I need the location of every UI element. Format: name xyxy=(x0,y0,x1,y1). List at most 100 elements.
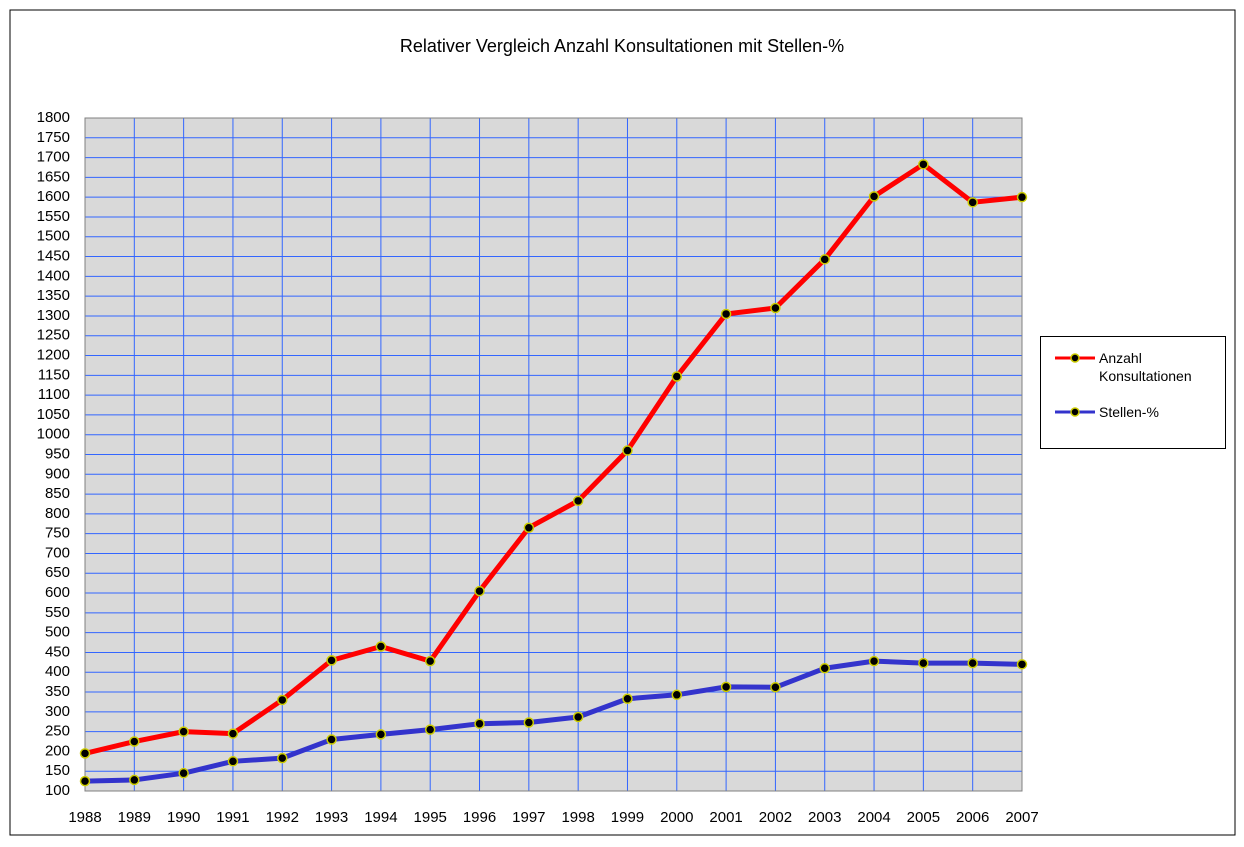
y-tick-label: 1000 xyxy=(37,426,70,443)
y-tick-label: 1300 xyxy=(37,307,70,324)
data-point xyxy=(474,585,485,597)
series-line xyxy=(84,161,1023,756)
data-point xyxy=(868,655,880,667)
data-point xyxy=(720,681,732,693)
x-tick-label: 1991 xyxy=(216,809,249,826)
x-tick-label: 1995 xyxy=(414,809,447,826)
data-point xyxy=(720,308,732,320)
data-point xyxy=(918,657,929,669)
legend-swatch xyxy=(1055,407,1095,417)
data-point xyxy=(178,767,189,779)
data-point xyxy=(572,711,584,723)
data-point xyxy=(277,752,288,764)
y-tick-label: 550 xyxy=(45,604,70,621)
y-tick-label: 100 xyxy=(45,782,70,799)
series-line xyxy=(84,658,1023,784)
data-point xyxy=(622,693,633,705)
data-point xyxy=(474,718,485,729)
data-point xyxy=(178,726,189,737)
y-tick-label: 1450 xyxy=(37,248,70,265)
legend-label: Anzahl Konsultationen xyxy=(1099,350,1192,384)
y-tick-label: 750 xyxy=(45,525,70,542)
y-tick-label: 650 xyxy=(45,564,70,581)
data-point xyxy=(770,302,781,314)
x-tick-label: 1998 xyxy=(561,809,594,826)
y-tick-label: 900 xyxy=(45,465,70,482)
data-point xyxy=(967,197,978,208)
y-tick-label: 1650 xyxy=(37,168,70,185)
data-point xyxy=(918,159,929,170)
data-point xyxy=(770,682,781,693)
data-point xyxy=(326,655,337,666)
legend-marker xyxy=(1070,407,1080,417)
y-tick-label: 350 xyxy=(45,683,70,700)
x-tick-label: 2002 xyxy=(759,809,792,826)
legend: Anzahl Konsultationen Stellen-% xyxy=(1040,336,1226,449)
legend-label: Stellen-% xyxy=(1099,404,1159,420)
x-tick-label: 2004 xyxy=(857,809,890,826)
data-point xyxy=(1016,659,1028,670)
x-tick-label: 1989 xyxy=(118,809,151,826)
data-point xyxy=(375,729,387,740)
legend-swatch xyxy=(1055,353,1095,363)
data-point xyxy=(523,717,535,728)
y-tick-label: 400 xyxy=(45,663,70,680)
x-tick-label: 1997 xyxy=(512,809,545,826)
legend-marker xyxy=(1070,353,1080,363)
y-tick-label: 150 xyxy=(45,762,70,779)
data-point xyxy=(967,657,978,669)
data-point xyxy=(572,495,584,507)
data-point xyxy=(79,775,91,787)
y-tick-label: 1700 xyxy=(37,149,70,166)
x-tick-label: 1990 xyxy=(167,809,200,826)
y-tick-label: 1050 xyxy=(37,406,70,423)
y-tick-label: 300 xyxy=(45,703,70,720)
data-point xyxy=(129,774,140,786)
data-point xyxy=(227,756,239,767)
plot-border xyxy=(84,117,1023,792)
x-tick-label: 2007 xyxy=(1005,809,1038,826)
chart-title: Relativer Vergleich Anzahl Konsultatione… xyxy=(400,36,844,56)
x-tick-label: 1993 xyxy=(315,809,348,826)
x-tick-label: 1988 xyxy=(68,809,101,826)
y-tick-label: 200 xyxy=(45,742,70,759)
y-tick-label: 1400 xyxy=(37,267,70,284)
data-point xyxy=(326,734,337,745)
x-tick-label: 2003 xyxy=(808,809,841,826)
data-point xyxy=(227,728,239,739)
data-point xyxy=(819,663,830,674)
y-tick-label: 450 xyxy=(45,643,70,660)
y-tick-label: 600 xyxy=(45,584,70,601)
y-tick-label: 250 xyxy=(45,723,70,740)
y-tick-label: 1100 xyxy=(38,386,70,403)
data-point xyxy=(79,748,91,759)
y-tick-label: 800 xyxy=(45,505,70,522)
data-point xyxy=(129,736,140,747)
x-tick-label: 1992 xyxy=(266,809,299,826)
data-point xyxy=(819,254,830,265)
x-tick-label: 1994 xyxy=(364,809,397,826)
data-point xyxy=(424,724,436,735)
y-tick-label: 700 xyxy=(45,544,70,561)
y-tick-label: 1150 xyxy=(38,366,70,383)
data-point xyxy=(375,641,387,652)
y-tick-label: 500 xyxy=(45,624,70,641)
y-tick-label: 1750 xyxy=(37,129,70,146)
y-tick-label: 1550 xyxy=(37,208,70,225)
x-tick-label: 2001 xyxy=(709,809,742,826)
x-tick-label: 2006 xyxy=(956,809,989,826)
y-tick-label: 1200 xyxy=(37,346,70,363)
y-tick-label: 950 xyxy=(45,445,70,462)
y-tick-label: 1350 xyxy=(37,287,70,304)
x-tick-label: 2005 xyxy=(907,809,940,826)
data-point xyxy=(424,655,436,667)
x-tick-label: 1999 xyxy=(611,809,644,826)
data-point xyxy=(671,371,683,382)
x-tick-label: 2000 xyxy=(660,809,693,826)
data-point xyxy=(523,522,535,533)
data-point xyxy=(277,694,288,706)
data-point xyxy=(622,445,633,456)
y-tick-label: 1250 xyxy=(37,327,70,344)
y-tick-label: 1500 xyxy=(37,228,70,245)
